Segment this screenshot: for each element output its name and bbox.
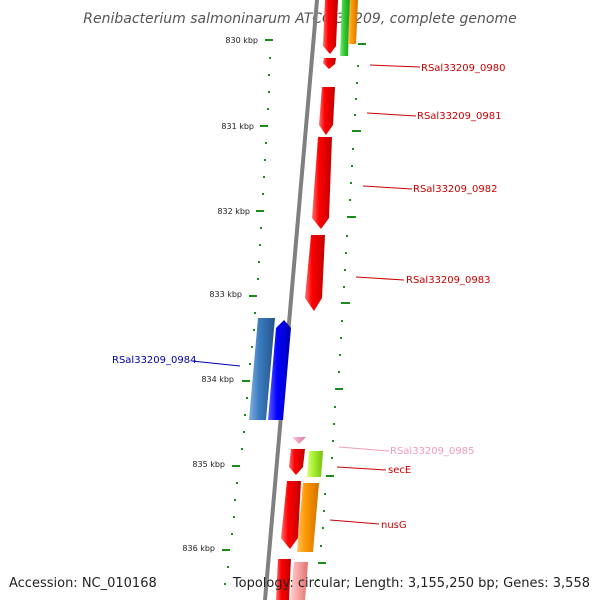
feature-orange xyxy=(297,483,319,552)
gene-arrow-next xyxy=(276,559,291,600)
gene-arrow-rsal0982 xyxy=(312,137,332,229)
gene-arrow-nusG-companion xyxy=(281,481,301,549)
leader-rsal0982 xyxy=(362,185,413,190)
accession-label: Accession: NC_010168 xyxy=(9,576,157,591)
tick-label: 836 kbp xyxy=(182,544,215,553)
leader-rsal0985 xyxy=(338,446,390,452)
feature-orange-top xyxy=(348,0,358,44)
gene-label-rsal0982[interactable]: RSal33209_0982 xyxy=(413,184,497,195)
leader-rsal0984 xyxy=(191,360,241,367)
leader-nusG xyxy=(329,519,380,525)
rna-arrow-rsal0985 xyxy=(292,437,306,444)
gene-label-nusG[interactable]: nusG xyxy=(381,520,407,531)
gene-arrow-rsal0983 xyxy=(305,235,325,311)
gene-label-rsal0983[interactable]: RSal33209_0983 xyxy=(406,275,490,286)
feature-lime xyxy=(307,451,323,477)
tick-label: 834 kbp xyxy=(201,375,234,384)
forward-genes xyxy=(276,0,338,600)
tick-label: 830 kbp xyxy=(225,36,258,45)
feature-green xyxy=(340,0,350,56)
gene-arrow-rsal0984-steel xyxy=(249,318,275,420)
gene-arrow-rsal0980 xyxy=(323,58,336,69)
gene-label-secE[interactable]: secE xyxy=(388,465,411,476)
gene-label-rsal0981[interactable]: RSal33209_0981 xyxy=(417,111,501,122)
reverse-genes xyxy=(249,318,291,420)
gene-labels: RSal33209_0980 RSal33209_0981 RSal33209_… xyxy=(112,63,505,531)
gene-arrow-rsal0984 xyxy=(268,320,291,420)
label-leaders xyxy=(191,64,421,525)
tick-label: 833 kbp xyxy=(209,290,242,299)
inner-tick-marks xyxy=(222,39,273,585)
gene-label-rsal0980[interactable]: RSal33209_0980 xyxy=(421,63,505,74)
leader-secE xyxy=(336,466,387,471)
leader-rsal0983 xyxy=(355,276,405,281)
gene-label-rsal0984[interactable]: RSal33209_0984 xyxy=(112,355,196,366)
outer-tick-marks xyxy=(317,43,366,581)
leader-rsal0981 xyxy=(366,112,417,117)
genome-summary: Topology: circular; Length: 3,155,250 bp… xyxy=(232,576,590,591)
tick-label: 835 kbp xyxy=(192,460,225,469)
gene-label-rsal0985[interactable]: RSal33209_0985 xyxy=(390,446,474,457)
gene-arrow-rsal0979 xyxy=(323,0,338,54)
gene-arrow-secE xyxy=(289,449,305,475)
tick-label: 831 kbp xyxy=(221,122,254,131)
feature-pale xyxy=(290,562,308,600)
gene-arrow-rsal0981 xyxy=(319,87,335,135)
map-title: Renibacterium salmoninarum ATCC 33209, c… xyxy=(83,11,516,27)
ruler-labels: 830 kbp 831 kbp 832 kbp 833 kbp 834 kbp … xyxy=(182,36,258,553)
leader-rsal0980 xyxy=(369,64,421,68)
genome-backbone xyxy=(263,0,319,600)
feature-blocks xyxy=(290,0,358,600)
tick-label: 832 kbp xyxy=(217,207,250,216)
